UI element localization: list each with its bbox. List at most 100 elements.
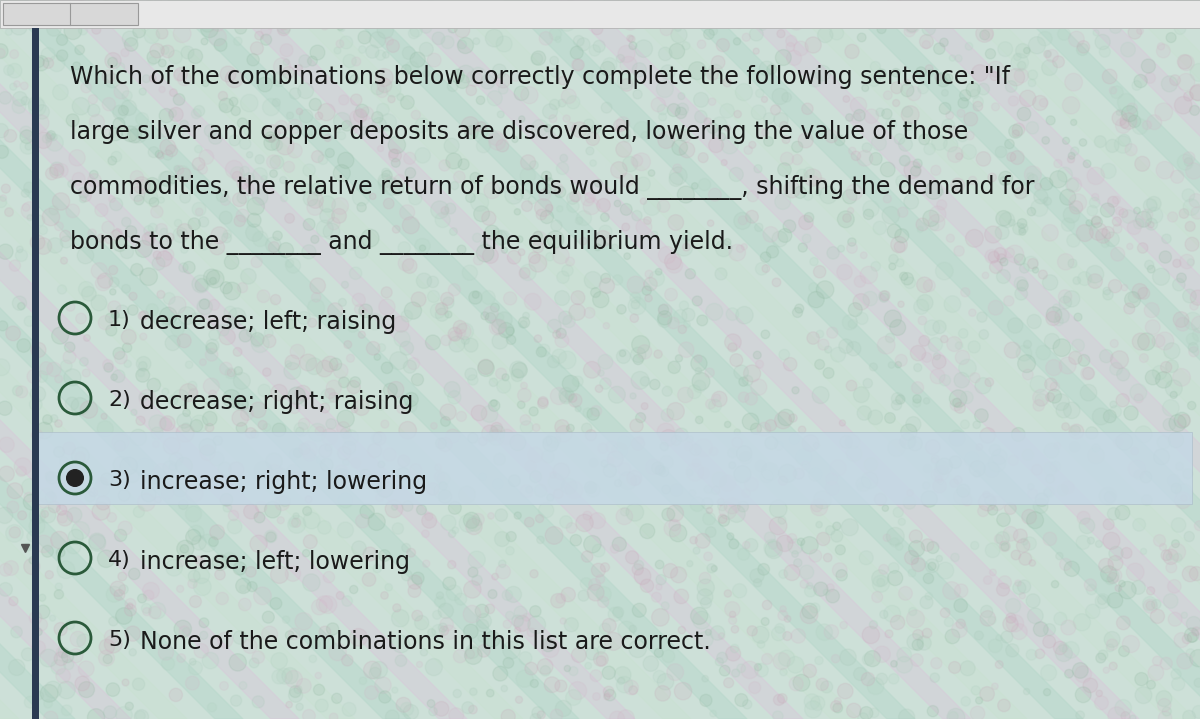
Circle shape (218, 462, 232, 475)
Circle shape (935, 9, 947, 21)
Circle shape (971, 541, 979, 549)
Circle shape (1007, 68, 1025, 86)
Circle shape (115, 305, 128, 319)
Circle shape (5, 29, 12, 35)
Circle shape (11, 626, 23, 638)
Circle shape (68, 649, 83, 663)
Circle shape (186, 485, 203, 502)
Circle shape (496, 509, 508, 521)
Circle shape (490, 319, 505, 335)
Circle shape (200, 18, 215, 32)
Circle shape (115, 707, 132, 719)
Circle shape (286, 355, 300, 370)
Circle shape (623, 157, 637, 172)
Circle shape (295, 12, 306, 22)
Circle shape (188, 388, 198, 398)
Circle shape (323, 572, 335, 583)
Circle shape (532, 232, 546, 245)
Circle shape (35, 105, 49, 119)
Circle shape (1001, 543, 1009, 551)
Circle shape (583, 536, 601, 553)
Circle shape (666, 257, 683, 273)
Circle shape (289, 686, 301, 697)
Circle shape (220, 329, 235, 345)
Circle shape (624, 253, 630, 260)
Circle shape (263, 99, 280, 116)
Circle shape (1045, 51, 1051, 57)
Circle shape (550, 56, 558, 65)
Circle shape (626, 35, 634, 42)
Circle shape (151, 206, 163, 218)
Circle shape (490, 378, 498, 387)
Circle shape (761, 252, 770, 262)
Circle shape (704, 118, 712, 126)
Circle shape (667, 505, 684, 521)
Circle shape (630, 419, 643, 432)
Circle shape (91, 262, 107, 279)
Circle shape (689, 490, 696, 497)
Circle shape (732, 437, 743, 448)
Polygon shape (0, 0, 355, 719)
Circle shape (199, 618, 209, 628)
Circle shape (809, 176, 818, 185)
Circle shape (751, 0, 763, 9)
Circle shape (1118, 646, 1129, 656)
Circle shape (996, 211, 1012, 226)
Circle shape (546, 204, 553, 212)
Circle shape (262, 626, 277, 642)
Circle shape (251, 42, 263, 55)
Circle shape (541, 450, 554, 463)
Circle shape (440, 618, 454, 631)
Circle shape (626, 503, 643, 521)
Circle shape (936, 555, 942, 562)
Circle shape (209, 537, 218, 546)
Circle shape (431, 201, 449, 219)
Circle shape (1175, 492, 1192, 508)
Circle shape (1000, 176, 1009, 186)
Circle shape (684, 442, 692, 451)
Circle shape (1183, 152, 1195, 164)
Circle shape (538, 398, 548, 408)
Circle shape (665, 253, 682, 270)
Circle shape (1186, 163, 1200, 179)
Circle shape (643, 656, 659, 672)
Circle shape (236, 209, 248, 222)
Circle shape (664, 564, 678, 578)
Circle shape (1022, 369, 1033, 380)
Circle shape (583, 511, 592, 520)
Circle shape (506, 10, 523, 28)
Circle shape (710, 710, 716, 717)
Circle shape (871, 569, 889, 587)
Circle shape (912, 382, 924, 394)
Circle shape (1145, 370, 1160, 385)
Circle shape (720, 104, 734, 118)
Circle shape (46, 472, 59, 484)
Circle shape (284, 214, 294, 223)
Circle shape (959, 329, 968, 338)
Circle shape (163, 150, 173, 160)
Circle shape (139, 311, 149, 320)
Circle shape (878, 3, 895, 19)
Circle shape (476, 619, 488, 632)
Circle shape (1177, 414, 1190, 427)
Circle shape (47, 131, 55, 139)
Circle shape (584, 192, 595, 203)
Circle shape (756, 360, 763, 368)
Circle shape (918, 316, 926, 325)
Circle shape (632, 153, 650, 170)
Circle shape (518, 317, 529, 328)
Circle shape (799, 215, 814, 229)
Circle shape (149, 603, 166, 619)
Circle shape (1192, 627, 1200, 636)
Circle shape (984, 462, 1000, 477)
Circle shape (826, 481, 839, 495)
Circle shape (605, 633, 623, 651)
Circle shape (1025, 166, 1042, 183)
Circle shape (252, 168, 268, 183)
Circle shape (358, 0, 370, 7)
Circle shape (235, 578, 251, 594)
Circle shape (61, 705, 72, 715)
Circle shape (761, 330, 769, 339)
Circle shape (524, 518, 534, 527)
Circle shape (923, 628, 931, 638)
